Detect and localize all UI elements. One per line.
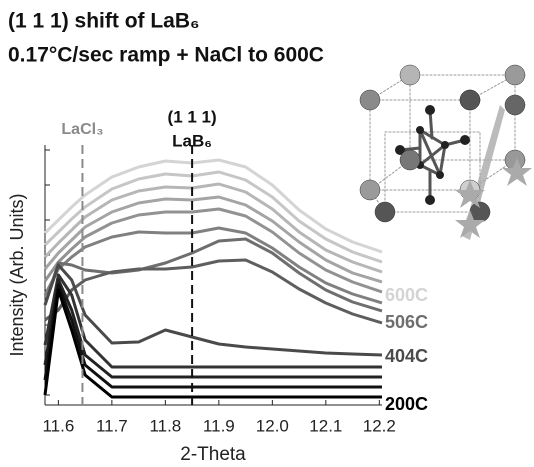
series-label: 506C bbox=[385, 312, 428, 332]
annotation-label: LaB₆ bbox=[172, 131, 212, 150]
series-line bbox=[43, 283, 382, 389]
series-label: 600C bbox=[385, 285, 428, 305]
series-line bbox=[43, 278, 382, 379]
crystal-inset bbox=[359, 64, 532, 240]
series-line bbox=[43, 273, 382, 369]
chart-title: 0.17°C/sec ramp + NaCl to 600C bbox=[8, 44, 324, 67]
x-tick-label: 11.9 bbox=[203, 416, 235, 435]
series-label: 404C bbox=[385, 346, 428, 366]
series-line bbox=[43, 237, 383, 313]
chart-title: (1 1 1) shift of LaB₆ bbox=[8, 10, 200, 33]
series-line bbox=[43, 195, 383, 284]
annotation-label: LaCl₃ bbox=[61, 121, 103, 138]
x-tick-label: 12.1 bbox=[309, 416, 342, 435]
x-tick-label: 11.6 bbox=[42, 416, 74, 435]
x-tick-label: 11.7 bbox=[96, 416, 128, 435]
x-tick-label: 12.2 bbox=[363, 416, 396, 435]
annotation-label: (1 1 1) bbox=[168, 107, 217, 126]
series-label: 200C bbox=[385, 394, 428, 414]
series-line bbox=[44, 258, 383, 325]
x-tick-label: 11.8 bbox=[149, 416, 181, 435]
series-line bbox=[43, 263, 383, 357]
series-line bbox=[43, 207, 383, 294]
x-tick-label: 12.0 bbox=[256, 416, 289, 435]
x-axis-label: 2-Theta bbox=[180, 444, 246, 465]
y-axis-label: Intensity (Arb. Units) bbox=[7, 193, 27, 356]
